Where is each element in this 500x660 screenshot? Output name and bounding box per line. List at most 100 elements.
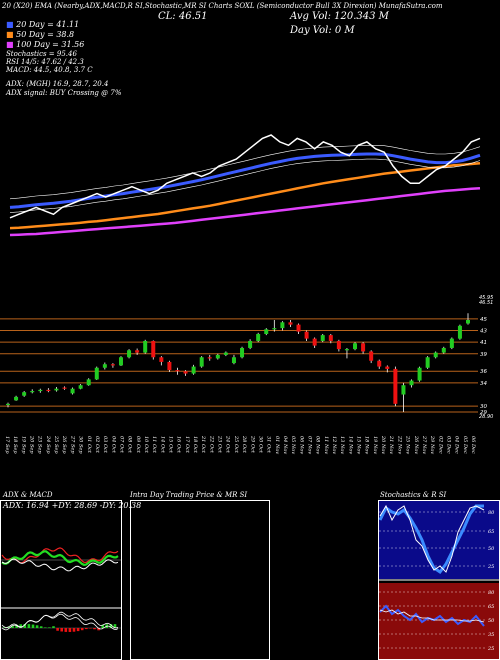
- x-tick-label: 16 Oct: [176, 436, 182, 454]
- y-tick-label-small: 28.90: [479, 414, 493, 420]
- candle-body: [30, 391, 35, 393]
- avg-volume: Avg Vol: 120.343 M: [290, 11, 389, 22]
- rsi-tick-label: 80: [488, 590, 495, 596]
- x-tick-label: 08 Nov: [315, 436, 321, 454]
- y-tick-label-small: 46.51: [479, 300, 493, 306]
- candle-body: [441, 347, 446, 353]
- x-tick-label: 01 Oct: [86, 436, 92, 454]
- intraday-title: Intra Day Trading Price & MR SI: [130, 491, 248, 499]
- x-tick-label: 06 Nov: [298, 436, 304, 454]
- stoch-rsi-title: Stochastics & R SI: [380, 491, 447, 499]
- x-tick-label: 15 Oct: [168, 436, 174, 454]
- x-tick-label: 09 Oct: [135, 436, 141, 454]
- candle-body: [6, 403, 10, 406]
- candle-body: [393, 368, 398, 404]
- legend-adx-signal: ADX signal: BUY Crossing @ 7%: [6, 89, 122, 97]
- macd-histogram-bar: [60, 628, 63, 632]
- y-tick-label-small: 45.95: [479, 295, 493, 301]
- candle-body: [240, 347, 245, 358]
- y-tick-label: 45: [480, 317, 487, 323]
- x-tick-label: 22 Oct: [208, 435, 214, 454]
- candle-body: [207, 357, 212, 359]
- rsi-tick-label: 65: [488, 604, 494, 610]
- candle-body: [183, 371, 188, 374]
- macd-histogram-bar: [89, 628, 92, 629]
- x-tick-label: 27 Sep: [69, 435, 75, 454]
- candle-body: [38, 389, 43, 392]
- x-tick-label: 05 Nov: [290, 436, 296, 454]
- macd-histogram-bar: [52, 626, 55, 628]
- ema-band-upper: [9, 145, 481, 200]
- candle-body: [320, 335, 325, 341]
- macd-histogram-bar: [80, 628, 84, 631]
- ma50-line: [9, 162, 481, 230]
- candle-body: [14, 396, 19, 401]
- stoch-d-line: [378, 504, 484, 575]
- x-tick-label: 13 Nov: [339, 436, 345, 454]
- x-tick-label: 06 Dec: [470, 436, 476, 454]
- candle-body: [135, 350, 140, 353]
- legend-stochastics: Stochastics = 95.46: [6, 50, 77, 58]
- candle-body: [344, 349, 349, 351]
- ma100-line: [9, 186, 481, 237]
- candle-body: [304, 331, 309, 339]
- x-tick-label: 15 Nov: [356, 436, 362, 454]
- macd-histogram-bar: [44, 627, 47, 628]
- x-tick-label: 24 Sep: [45, 435, 51, 454]
- stoch-tick-label: 50: [488, 546, 495, 552]
- rsi-signal-line: [379, 609, 485, 623]
- header-top-line: 20 (X20) EMA (Nearby,ADX,MACD,R SI,Stoch…: [2, 2, 443, 10]
- x-tick-label: 03 Oct: [102, 436, 108, 454]
- x-tick-label: 17 Oct: [184, 436, 190, 454]
- stoch-tick-label: 25: [487, 564, 494, 570]
- x-tick-label: 03 Dec: [445, 436, 451, 454]
- y-tick-label: 29: [480, 410, 487, 416]
- candle-body: [22, 392, 27, 396]
- candle-body: [466, 319, 470, 324]
- candle-body: [167, 361, 172, 371]
- candle-body: [62, 387, 67, 389]
- candle-body: [118, 357, 123, 366]
- candle-body: [151, 340, 156, 358]
- macd-histogram-bar: [97, 628, 100, 631]
- macd-histogram-bar: [3, 627, 6, 628]
- x-tick-label: 30 Oct: [257, 436, 263, 454]
- x-tick-label: 10 Oct: [143, 436, 149, 454]
- candle-body: [215, 354, 220, 359]
- adx-plus-di-line: [1, 550, 119, 567]
- x-tick-label: 28 Oct: [241, 435, 247, 454]
- candle-body: [425, 357, 430, 368]
- candle-body: [361, 343, 366, 352]
- candle-body: [417, 367, 422, 381]
- macd-histogram-bar: [101, 624, 104, 628]
- ema-band-lower: [9, 158, 481, 213]
- x-tick-label: 04 Nov: [282, 436, 288, 454]
- y-tick-label: 36: [480, 369, 487, 375]
- adx-values: ADX: 16.94 +DY: 28.69 -DY: 20.38: [3, 501, 142, 510]
- x-tick-label: 18 Sep: [12, 436, 18, 454]
- x-tick-label: 14 Oct: [159, 436, 165, 454]
- macd-signal-line: [1, 613, 119, 631]
- candle-body: [377, 360, 382, 367]
- macd-histogram-bar: [48, 627, 51, 628]
- candle-body: [280, 322, 285, 329]
- macd-histogram-bar: [76, 628, 80, 632]
- x-tick-label: 29 Nov: [429, 435, 435, 454]
- adx-line: [1, 558, 119, 572]
- macd-histogram-bar: [109, 624, 113, 628]
- macd-histogram-bar: [68, 628, 72, 632]
- candle-body: [312, 338, 317, 346]
- x-tick-label: 26 Sep: [61, 435, 67, 454]
- rsi-tick-label: 50: [488, 618, 495, 624]
- x-tick-label: 29 Oct: [249, 435, 255, 454]
- x-tick-label: 05 Dec: [462, 436, 468, 454]
- candle-body: [256, 333, 261, 341]
- macd-histogram-bar: [15, 624, 18, 628]
- x-tick-label: 04 Oct: [110, 436, 116, 454]
- x-tick-label: 07 Nov: [306, 436, 312, 454]
- macd-histogram-bar: [31, 624, 35, 628]
- close-price: CL: 46.51: [158, 11, 208, 22]
- x-tick-label: 01 Nov: [274, 436, 280, 454]
